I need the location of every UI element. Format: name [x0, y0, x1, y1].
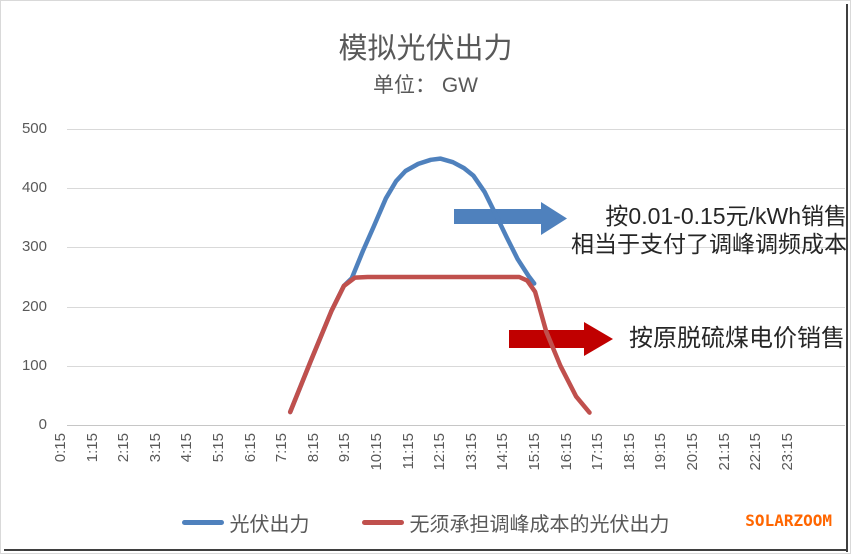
legend-item: 光伏出力 [181, 508, 310, 537]
annotation-red-text: 按原脱硫煤电价销售 [629, 325, 845, 353]
x-tick-label: 17:15 [589, 433, 607, 471]
annotation-blue-line1: 按0.01-0.15元/kWh销售 [605, 203, 847, 229]
x-tick-label: 20:15 [684, 433, 701, 471]
legend: 光伏出力 无须承担调峰成本的光伏出力 [1, 507, 850, 537]
x-tick-label: 8:15 [304, 433, 322, 463]
annotation-red-line1: 按原脱硫煤电价销售 [629, 325, 845, 352]
x-tick-label: 14:15 [494, 433, 512, 471]
frame-shadow-bottom [4, 549, 848, 551]
y-tick-label: 500 [21, 120, 47, 137]
legend-item: 无须承担调峰成本的光伏出力 [361, 508, 670, 537]
chart-subtitle: 单位： GW [373, 74, 478, 97]
y-tick-label: 100 [21, 356, 47, 374]
x-tick-label: 10:15 [368, 433, 385, 471]
watermark-solarzoom: SOLARZOOM [745, 511, 832, 530]
x-tick-label: 23:15 [778, 433, 796, 471]
series-line-pv-no-peak-cost [287, 274, 592, 415]
x-tick-label: 6:15 [241, 433, 259, 463]
legend-label: 光伏出力 [229, 513, 310, 536]
x-tick-label: 21:15 [715, 433, 733, 471]
x-tick-label: 12:15 [431, 433, 449, 471]
annotation-blue-arrow-icon [454, 202, 567, 235]
x-tick-label: 0:15 [52, 433, 69, 463]
y-tick-label: 0 [38, 416, 47, 433]
annotation-blue-text: 按0.01-0.15元/kWh销售 相当于支付了调峰调频成本 [571, 202, 847, 258]
chart-title: 模拟光伏出力 [338, 33, 513, 65]
x-tick-label: 5:15 [210, 433, 227, 463]
legend-label: 无须承担调峰成本的光伏出力 [409, 513, 670, 536]
x-tick-label: 4:15 [178, 433, 196, 463]
y-tick-label: 200 [21, 297, 47, 315]
x-tick-label: 15:15 [526, 433, 543, 471]
y-tick-label: 400 [21, 179, 47, 197]
frame-shadow-right [846, 4, 848, 552]
legend-line-icon [181, 519, 224, 525]
x-tick-label: 2:15 [115, 433, 133, 463]
x-tick-label: 1:15 [83, 433, 101, 463]
x-tick-label: 3:15 [146, 433, 164, 463]
x-tick-label: 19:15 [652, 433, 670, 471]
x-tick-label: 16:15 [557, 433, 575, 471]
annotation-blue-line2: 相当于支付了调峰调频成本 [571, 231, 847, 257]
y-tick-label: 300 [21, 238, 47, 256]
x-tick-label: 22:15 [747, 433, 765, 471]
x-tick-label: 7:15 [273, 433, 291, 463]
x-tick-label: 13:15 [462, 433, 480, 471]
x-tick-label: 11:15 [399, 433, 417, 470]
x-tick-label: 18:15 [620, 433, 638, 471]
x-tick-label: 9:15 [336, 433, 354, 463]
legend-line-icon [361, 519, 404, 525]
annotation-red-arrow-icon [509, 322, 613, 356]
series-line-pv-output [287, 156, 537, 415]
